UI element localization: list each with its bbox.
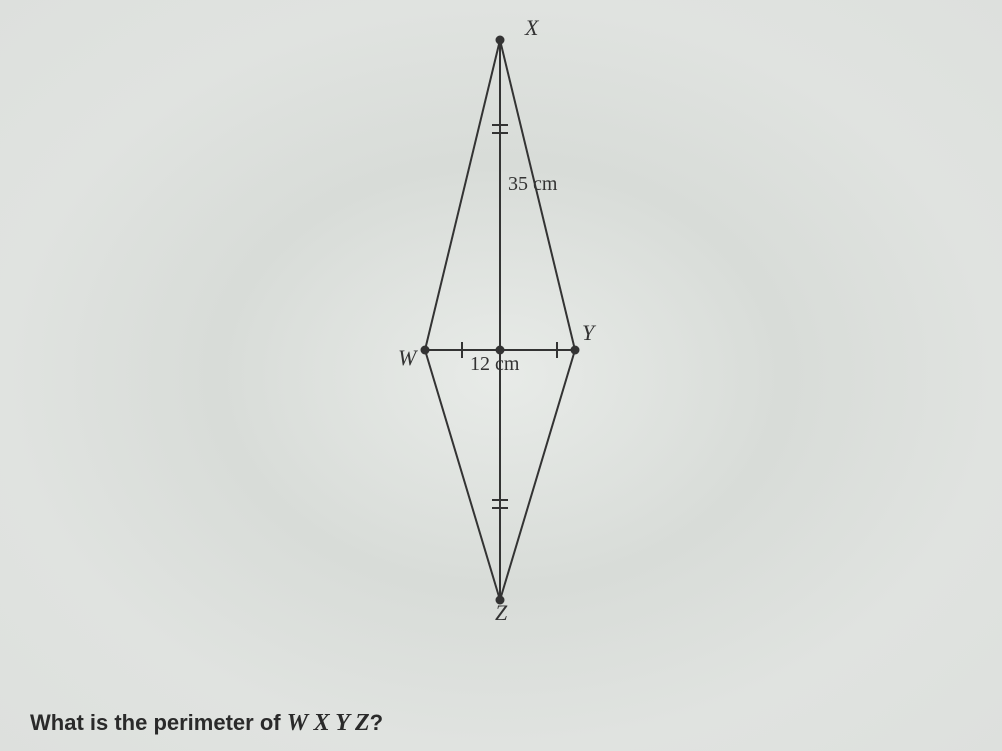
vertex-Z-label: Z <box>495 600 508 620</box>
vertex-X-label: X <box>524 20 540 40</box>
vertex-Y-point <box>571 346 580 355</box>
question-suffix: ? <box>370 710 383 735</box>
edge-WX <box>425 40 500 350</box>
question-text: What is the perimeter of W X Y Z? <box>30 710 383 737</box>
edge-YZ <box>500 350 575 600</box>
vertex-W-label: W <box>398 345 418 370</box>
question-prefix: What is the perimeter of <box>30 710 287 735</box>
edge-ZW <box>425 350 500 600</box>
kite-svg: X Y Z W 35 cm 12 cm <box>360 20 640 620</box>
kite-diagram: X Y Z W 35 cm 12 cm <box>360 20 640 620</box>
vertex-W-point <box>421 346 430 355</box>
question-math: W X Y Z <box>287 710 370 736</box>
vertex-Y-label: Y <box>582 320 597 345</box>
edge-XY <box>500 40 575 350</box>
vertex-X-point <box>496 36 505 45</box>
measurement-12cm: 12 cm <box>470 353 520 375</box>
measurement-35cm: 35 cm <box>508 173 558 195</box>
